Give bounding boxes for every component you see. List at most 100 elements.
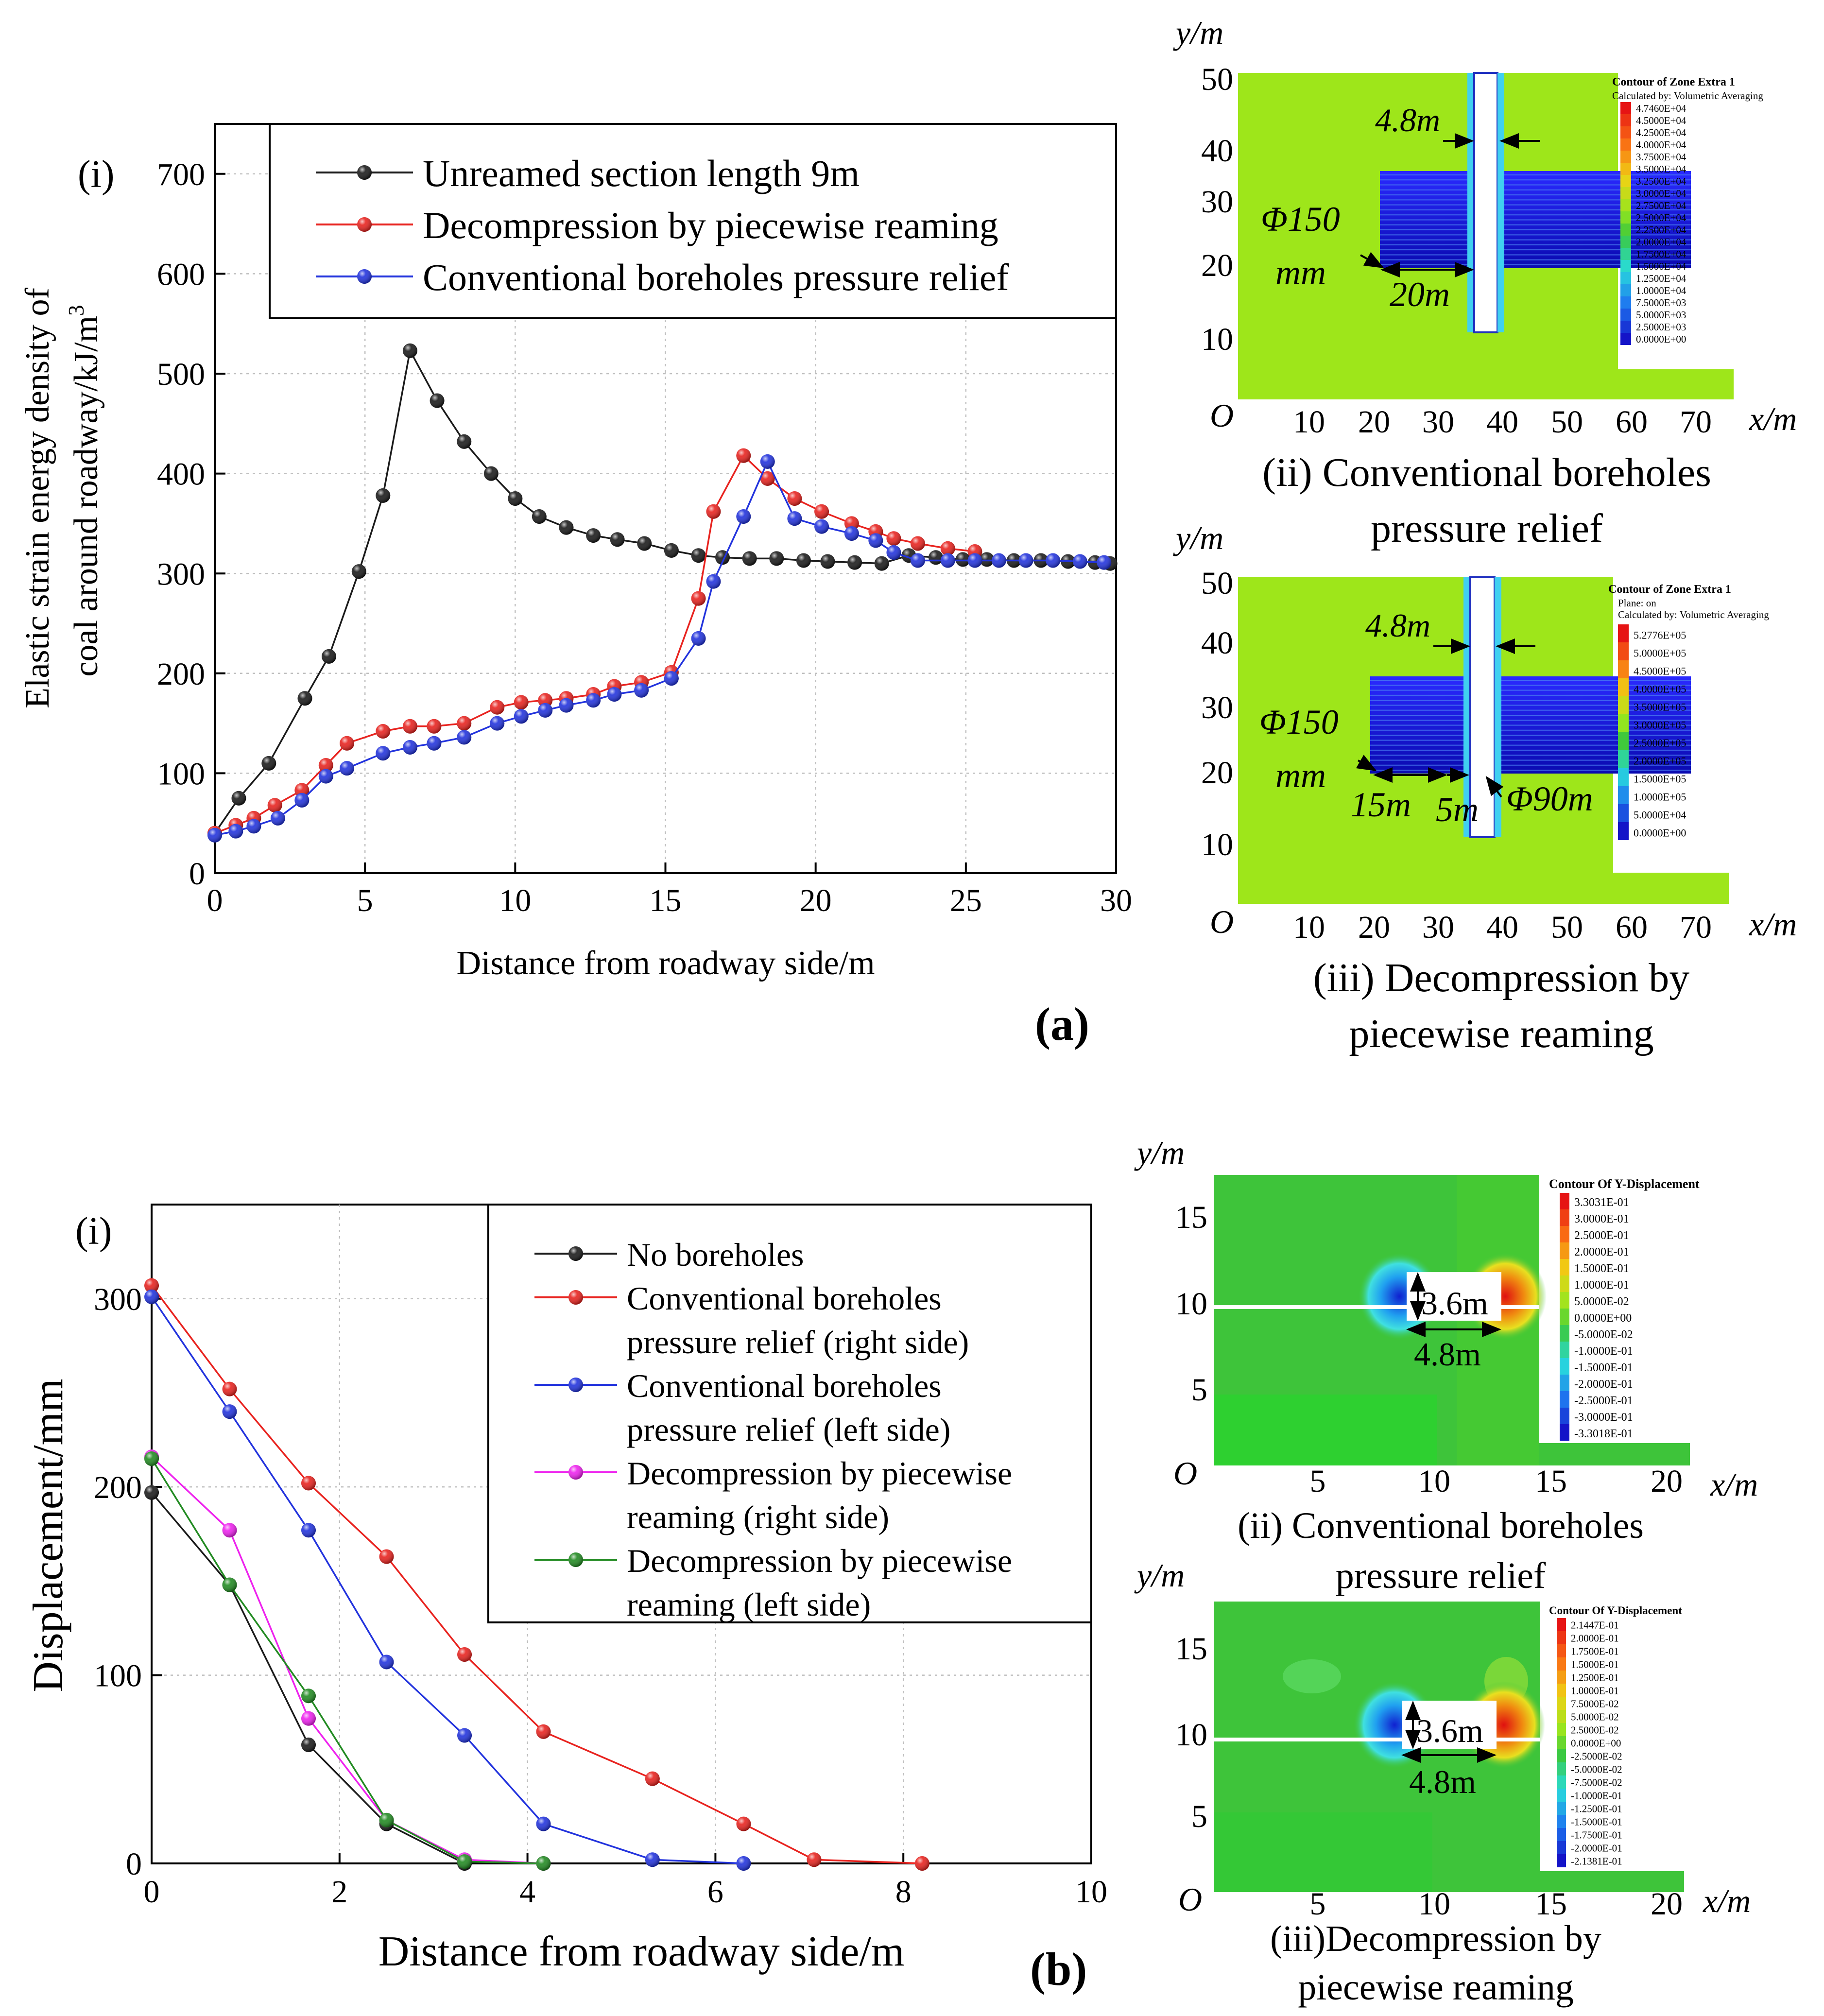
chart-b-legend-label-2b: pressure relief (left side) bbox=[627, 1411, 950, 1448]
dispIII-legend-swatch-7 bbox=[1557, 1710, 1566, 1723]
chartB-series-1-point-shade-9 bbox=[914, 1856, 929, 1871]
contourIII-axes-y-2: 30 bbox=[1201, 690, 1233, 725]
chartA-series-2-point-shade-27 bbox=[886, 545, 901, 560]
chartB-legend-marker-shade-2 bbox=[568, 1378, 583, 1392]
contourII-legend-swatch-0 bbox=[1620, 102, 1631, 114]
chart-a-series bbox=[207, 343, 1118, 843]
chartA-series-2-point-shade-24 bbox=[814, 519, 829, 534]
dispII-legend-swatch-7 bbox=[1560, 1309, 1569, 1325]
chartA-series-2-point-shade-23 bbox=[787, 511, 802, 526]
chartA-series-0-point-shade-10 bbox=[483, 466, 499, 481]
chartA-series-2-point-shade-31 bbox=[991, 553, 1006, 568]
contour-iii-strain-energy: Contour of Zone Extra 1 Plane: on Calcul… bbox=[1173, 519, 1797, 1056]
chartB-series-4-point-shade-3 bbox=[379, 1812, 394, 1827]
disp-iii-legend: 2.1447E-01 2.0000E-01 1.7500E-01 1.5000E-01… bbox=[1557, 1618, 1622, 1867]
contourII-legend-swatch-12 bbox=[1620, 248, 1631, 260]
dispIII-legend-swatch-17 bbox=[1557, 1841, 1566, 1854]
dispIII-legend-swatch-9 bbox=[1557, 1736, 1566, 1749]
disp-ii-ann-height: 3.6m bbox=[1421, 1285, 1488, 1322]
contourIII-legend-swatch-10 bbox=[1618, 804, 1629, 822]
contourII-legend-swatch-4 bbox=[1620, 151, 1631, 163]
contour-ii-y-axis-label: y/m bbox=[1173, 14, 1223, 51]
dispII-legend-value-7: 0.0000E+00 bbox=[1574, 1312, 1632, 1325]
dispII-legend-swatch-2 bbox=[1560, 1226, 1569, 1242]
chartA-series-2-point-shade-33 bbox=[1046, 553, 1061, 568]
contour-iii-ann-small-dia: Φ90m bbox=[1506, 779, 1593, 818]
contourIII-legend-value-8: 1.5000E+05 bbox=[1634, 773, 1686, 785]
chartA-series-1-point-shade-12 bbox=[514, 695, 529, 710]
dispIII-axes-x-2: 15 bbox=[1535, 1886, 1567, 1922]
contour-ii-origin: O bbox=[1210, 397, 1234, 434]
dispII-legend-swatch-13 bbox=[1560, 1408, 1569, 1424]
dispII-axes-x-1: 10 bbox=[1418, 1464, 1450, 1499]
chartA-ytick-label-1: 100 bbox=[157, 757, 205, 792]
chartB-ytick-label-3: 300 bbox=[94, 1282, 142, 1317]
disp-iii-caption-line2: piecewise reaming bbox=[1298, 1967, 1574, 2008]
disp-ii-caption-line2: pressure relief bbox=[1336, 1555, 1546, 1596]
chartA-series-2-point-shade-32 bbox=[1018, 553, 1033, 568]
contourII-legend-swatch-3 bbox=[1620, 138, 1631, 151]
chartB-legend-marker-shade-4 bbox=[568, 1552, 583, 1567]
contourIII-axes-y-4: 50 bbox=[1201, 566, 1233, 601]
dispIII-legend-value-6: 7.5000E-02 bbox=[1571, 1698, 1619, 1710]
contourIII-axes-y-1: 20 bbox=[1201, 755, 1233, 791]
contourII-legend-swatch-15 bbox=[1620, 284, 1631, 296]
dispIII-legend-value-1: 2.0000E-01 bbox=[1571, 1633, 1619, 1644]
dispII-legend-swatch-4 bbox=[1560, 1259, 1569, 1275]
dispII-legend-value-12: -2.5000E-01 bbox=[1574, 1395, 1633, 1407]
contourII-legend-swatch-9 bbox=[1620, 211, 1631, 224]
dispII-legend-swatch-8 bbox=[1560, 1325, 1569, 1342]
dispIII-legend-value-7: 5.0000E-02 bbox=[1571, 1711, 1619, 1723]
contour-ii-arrow-dia bbox=[1360, 252, 1384, 268]
chartA-series-0-point-shade-12 bbox=[532, 509, 547, 524]
chartB-series-0-line bbox=[151, 1492, 465, 1864]
chartA-ytick-label-7: 700 bbox=[157, 157, 205, 192]
chartA-series-0-line bbox=[214, 348, 1110, 834]
dispIII-legend-value-12: -7.5000E-02 bbox=[1571, 1777, 1622, 1789]
contourII-legend-value-2: 4.2500E+04 bbox=[1636, 127, 1686, 138]
chartA-series-2-point-shade-26 bbox=[868, 533, 883, 548]
chartB-series-4-point-shade-2 bbox=[301, 1689, 316, 1704]
contourIII-legend-swatch-11 bbox=[1618, 822, 1629, 840]
dispIII-legend-value-10: -2.5000E-02 bbox=[1571, 1751, 1622, 1762]
chartB-xtick-label-2: 4 bbox=[519, 1874, 535, 1910]
chartB-series-2-point-shade-4 bbox=[457, 1728, 472, 1743]
chartB-series-1-point-shade-3 bbox=[379, 1549, 394, 1564]
chartA-series-1-point-shade-6 bbox=[340, 736, 355, 751]
dispII-legend-swatch-1 bbox=[1560, 1209, 1569, 1226]
chartA-series-2-point-shade-22 bbox=[760, 454, 775, 469]
chartA-series-0-point-shade-28 bbox=[955, 552, 970, 567]
chartA-series-1-point-shade-24 bbox=[814, 504, 829, 519]
chartA-series-2-point-shade-19 bbox=[691, 631, 706, 646]
chartA-series-2-point-shade-20 bbox=[706, 574, 721, 589]
dispIII-legend-value-14: -1.2500E-01 bbox=[1571, 1803, 1622, 1815]
contourII-axes-x-5: 60 bbox=[1616, 404, 1648, 440]
chartA-series-0-point-shade-25 bbox=[874, 556, 889, 571]
contour-ii-roadway-right-edge bbox=[1497, 73, 1504, 332]
dispIII-legend-swatch-13 bbox=[1557, 1789, 1566, 1802]
chartB-xtick-label-0: 0 bbox=[144, 1874, 160, 1910]
contourIII-legend-value-11: 0.0000E+00 bbox=[1634, 827, 1686, 839]
chartA-legend-marker-shade-0 bbox=[357, 165, 372, 180]
contourII-legend-value-4: 3.7500E+04 bbox=[1636, 151, 1686, 163]
contourIII-axes-x-0: 10 bbox=[1293, 910, 1325, 945]
chartA-series-0-point-shade-16 bbox=[637, 536, 652, 551]
chartA-series-0-point-shade-7 bbox=[402, 343, 417, 358]
chartB-series-1-point-shade-4 bbox=[457, 1647, 472, 1662]
contour-iii-legend-title: Contour of Zone Extra 1 bbox=[1608, 583, 1731, 596]
chartA-series-1-point-shade-9 bbox=[427, 719, 442, 734]
contour-ii-legend-title: Contour of Zone Extra 1 bbox=[1612, 76, 1735, 88]
dispIII-legend-value-11: -5.0000E-02 bbox=[1571, 1764, 1622, 1775]
chartB-series-1-point-shade-5 bbox=[536, 1724, 551, 1739]
chartA-series-2-point-shade-34 bbox=[1072, 554, 1087, 569]
dispII-legend-swatch-9 bbox=[1560, 1342, 1569, 1358]
disp-ii-legend: 3.3031E-01 3.0000E-01 2.5000E-01 2.0000E-01… bbox=[1560, 1193, 1633, 1441]
contourIII-axes-x-4: 50 bbox=[1551, 910, 1583, 945]
chart-a-y-label-line2: coal around roadway/kJ/m3 bbox=[64, 305, 105, 676]
chartB-legend-marker-shade-0 bbox=[568, 1246, 583, 1261]
disp-ii-field-lower bbox=[1214, 1395, 1437, 1465]
dispII-legend-value-5: 1.0000E-01 bbox=[1574, 1279, 1629, 1292]
contour-iii-caption-line1: (iii) Decompression by bbox=[1313, 955, 1690, 1000]
contourIII-axes-y-0: 10 bbox=[1201, 827, 1233, 862]
